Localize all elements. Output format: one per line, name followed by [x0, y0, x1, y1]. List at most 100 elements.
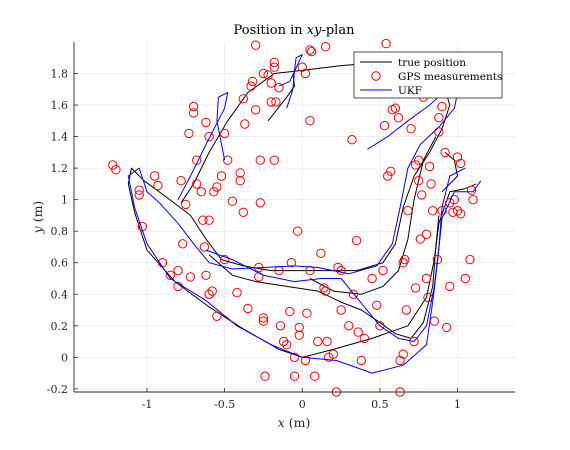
- gps-point-95: [336, 305, 346, 315]
- gps-point-108: [381, 38, 391, 49]
- gps-point-57: [266, 97, 276, 107]
- gps-point-100: [353, 327, 363, 337]
- gps-point-8: [165, 270, 176, 280]
- y-tick-label-9: 1.6: [51, 99, 69, 112]
- gps-point-110: [386, 166, 396, 177]
- gps-point-39: [235, 168, 245, 178]
- gps-point-54: [258, 313, 269, 323]
- gps-point-11: [176, 176, 186, 186]
- gps-point-65: [275, 321, 286, 331]
- gps-point-133: [424, 161, 435, 172]
- gps-point-98: [348, 289, 359, 299]
- gps-point-106: [378, 265, 388, 276]
- gps-point-113: [393, 113, 404, 123]
- gps-point-51: [255, 198, 265, 208]
- ukf-segment-3: [278, 54, 303, 109]
- gps-point-115: [395, 355, 405, 366]
- gps-point-37: [232, 288, 242, 298]
- gps-point-62: [271, 97, 281, 107]
- ukf-segment-4: [367, 88, 448, 150]
- gps-point-152: [460, 273, 470, 284]
- gps-point-45: [247, 76, 258, 87]
- gps-point-29: [209, 187, 219, 197]
- gps-point-2: [134, 185, 144, 195]
- x-tick-label-2: 0: [299, 398, 306, 411]
- gps-point-116: [398, 349, 408, 359]
- gps-point-3: [134, 190, 144, 200]
- gps-point-23: [201, 270, 211, 280]
- gps-point-155: [468, 195, 478, 205]
- gps-point-15: [185, 272, 196, 282]
- gps-point-66: [278, 336, 289, 347]
- legend-gps-swatch: [371, 71, 381, 81]
- gps-point-127: [415, 234, 425, 244]
- series-gps-measurements: [108, 38, 478, 397]
- legend-ukf-label: UKF: [398, 85, 422, 97]
- gps-point-112: [390, 103, 401, 113]
- gps-point-72: [292, 226, 303, 236]
- gps-point-149: [452, 152, 463, 162]
- y-tick-label-5: 0.8: [51, 225, 69, 238]
- gps-point-119: [401, 305, 411, 315]
- gps-point-83: [310, 371, 320, 381]
- gps-point-73: [294, 322, 304, 333]
- y-tick-label-2: 0.2: [51, 320, 69, 333]
- gps-point-90: [324, 352, 334, 362]
- gps-point-53: [258, 316, 269, 326]
- gps-point-131: [421, 273, 432, 284]
- gps-point-59: [269, 62, 279, 72]
- gps-point-67: [282, 340, 292, 350]
- gps-point-89: [322, 336, 332, 347]
- y-axis-label-var: y: [30, 225, 45, 234]
- gps-point-80: [305, 116, 315, 126]
- gps-point-78: [302, 308, 312, 318]
- gps-point-142: [440, 147, 450, 158]
- gps-point-109: [383, 171, 393, 181]
- gps-point-76: [300, 355, 311, 366]
- y-axis-label: y (m): [30, 201, 45, 235]
- gps-point-145: [445, 198, 455, 208]
- gps-point-140: [437, 101, 447, 112]
- true-position-segment-4: [309, 136, 437, 295]
- y-tick-label-0: -0.2: [47, 383, 68, 396]
- gps-point-81: [305, 45, 315, 55]
- x-tick-label-1: -0.5: [214, 398, 235, 411]
- chart-title: Position in xy-plan: [234, 23, 356, 38]
- y-tick-label-10: 1.8: [51, 68, 69, 81]
- gps-point-102: [359, 333, 370, 344]
- y-tick-label-7: 1.2: [51, 162, 69, 175]
- gps-point-56: [263, 70, 273, 80]
- gps-point-107: [379, 120, 390, 131]
- gps-point-91: [328, 349, 338, 359]
- gps-point-34: [219, 128, 230, 139]
- chart-title-pre: Position in: [234, 23, 307, 38]
- gps-point-144: [445, 281, 455, 292]
- ukf-segment-1: [302, 180, 482, 374]
- legend-true-position-label: true position: [398, 57, 466, 69]
- gps-point-47: [251, 105, 261, 115]
- gps-point-38: [235, 176, 245, 186]
- gps-point-69: [286, 258, 297, 268]
- gps-point-96: [344, 321, 354, 331]
- ukf-segment-0: [127, 85, 458, 358]
- y-axis-label-unit: (m): [30, 201, 45, 227]
- gps-point-52: [258, 68, 269, 79]
- gps-point-30: [212, 311, 222, 321]
- gps-point-42: [240, 119, 250, 129]
- y-tick-label-1: 0: [61, 351, 68, 364]
- tick-labels: -1 -0.5 0 0.5 1 -0.2 0 0.2 0.4 0.6 0.8 1 1.2 1.4 1.6 1.…: [47, 68, 461, 411]
- gps-point-148: [452, 206, 463, 216]
- gps-point-35: [223, 155, 233, 165]
- gps-point-118: [400, 254, 410, 265]
- chart-title-post: -plan: [321, 23, 355, 38]
- gps-point-99: [351, 235, 362, 246]
- gps-point-101: [356, 355, 366, 366]
- x-axis-label-unit: (m): [285, 415, 311, 430]
- y-tick-label-8: 1.4: [51, 131, 69, 144]
- gps-point-24: [201, 117, 211, 128]
- legend: true position GPS measurements UKF: [353, 51, 503, 99]
- gps-point-50: [255, 155, 265, 165]
- gps-point-0: [108, 160, 118, 170]
- gps-point-123: [410, 283, 421, 293]
